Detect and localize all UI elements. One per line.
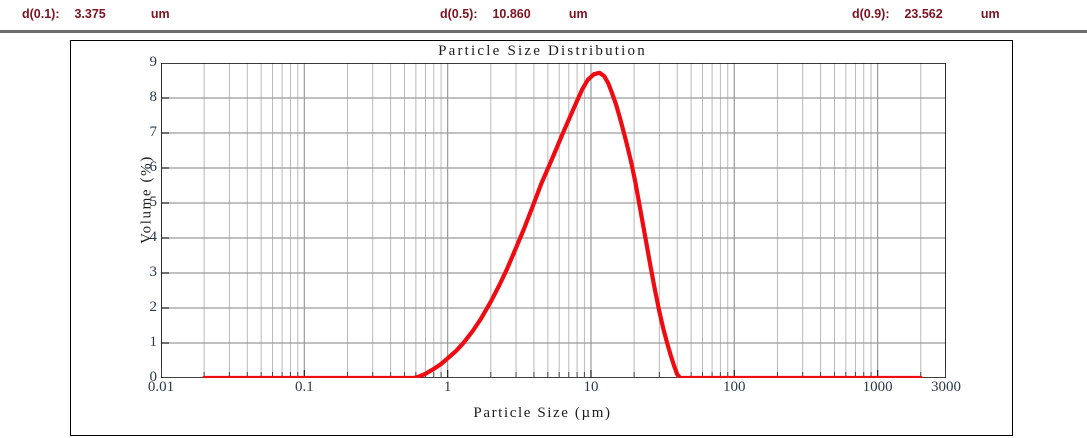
stats-bar: d(0.1): 3.375 um d(0.5): 10.860 um d(0.9…: [0, 0, 1087, 30]
header-separator-rule: [0, 30, 1087, 33]
y-tick-label: 7: [149, 124, 158, 140]
stat-group-d05: d(0.5): 10.860 um: [440, 5, 588, 23]
stat-label-d09: d(0.9):: [852, 7, 890, 21]
x-tick-label: 1000: [862, 379, 893, 395]
x-tick-label: 0.1: [294, 379, 314, 395]
x-axis-title: Particle Size (µm): [473, 405, 612, 421]
y-axis-tick-labels: 0 1 2 3 4 5 6 7 8 9: [127, 55, 158, 385]
x-tick-label: 1: [443, 379, 452, 395]
stat-value-d09: 23.562: [904, 7, 943, 21]
axis-tick-marks: [161, 63, 946, 378]
x-tick-label: 10: [583, 379, 599, 395]
stat-unit-d05: um: [568, 7, 588, 21]
y-tick-label: 2: [149, 299, 158, 315]
axis-lines: [161, 63, 946, 378]
y-tick-label: 5: [149, 194, 158, 210]
y-tick-label: 9: [149, 54, 158, 70]
stat-group-d09: d(0.9): 23.562 um: [852, 5, 1000, 23]
stat-group-d01: d(0.1): 3.375 um: [22, 5, 170, 23]
x-axis-tick-labels: 0.01 0.1 1 10 100 1000 3000: [148, 379, 961, 402]
y-tick-label: 4: [149, 229, 158, 245]
stat-unit-d09: um: [980, 7, 1000, 21]
stat-value-d05: 10.860: [492, 7, 531, 21]
grid-major-y-lines: [161, 63, 946, 344]
stat-unit-d01: um: [150, 7, 170, 21]
stat-label-d05: d(0.5):: [440, 7, 478, 21]
chart-title: Particle Size Distribution: [438, 43, 647, 59]
y-tick-label: 0: [149, 369, 158, 385]
x-tick-label: 0.01: [147, 379, 175, 395]
distribution-plot: [161, 63, 946, 378]
stat-label-d01: d(0.1):: [22, 7, 60, 21]
y-tick-label: 3: [149, 264, 158, 280]
y-tick-label: 8: [149, 89, 158, 105]
grid-minor-lines: [203, 63, 946, 378]
x-tick-label: 100: [723, 379, 746, 395]
x-tick-label: 3000: [931, 379, 961, 395]
volume-distribution-curve: [202, 70, 923, 378]
y-tick-label: 1: [149, 334, 158, 350]
grid-major-x-lines: [161, 63, 946, 378]
stat-value-d01: 3.375: [74, 7, 106, 21]
plot-area: [161, 63, 946, 378]
y-tick-label: 6: [149, 159, 158, 175]
